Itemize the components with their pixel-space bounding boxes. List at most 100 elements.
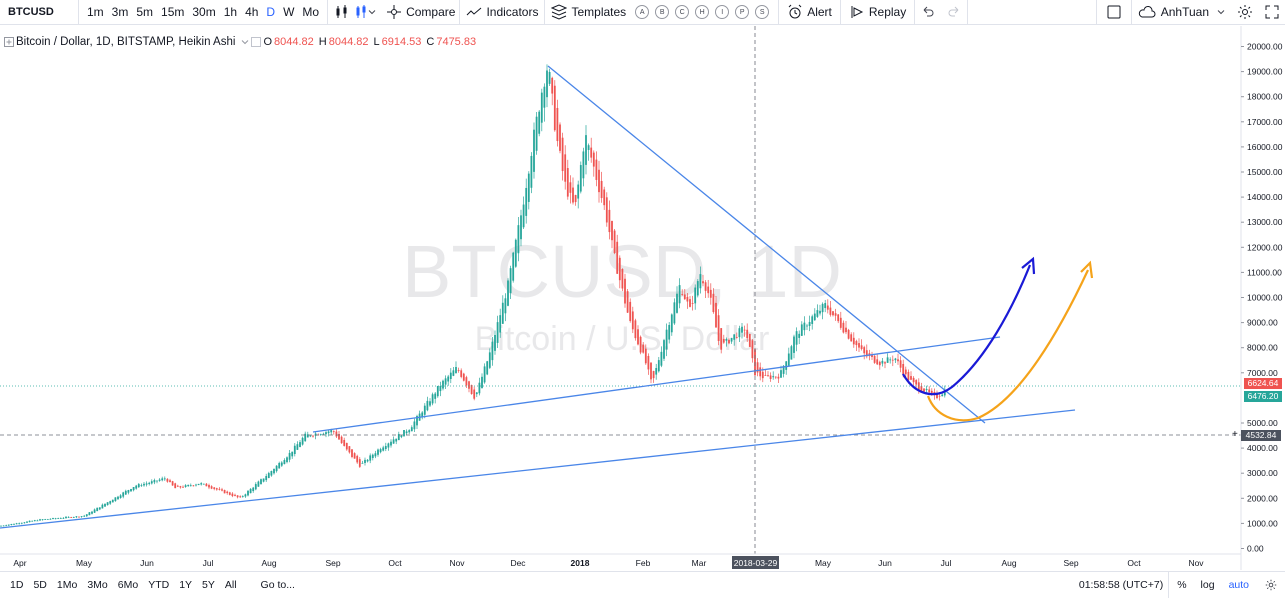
fullscreen-button[interactable]: [1259, 0, 1285, 25]
collapse-icon[interactable]: [4, 37, 14, 47]
time-tick-label: Jul: [203, 558, 214, 568]
candle-body: [624, 278, 626, 304]
alert-button[interactable]: Alert: [779, 0, 840, 25]
indicators-button[interactable]: Indicators: [460, 0, 544, 25]
range-3mo[interactable]: 3Mo: [87, 578, 108, 591]
chart-properties-button[interactable]: [1257, 573, 1285, 597]
candle-body: [585, 135, 587, 165]
range-5y[interactable]: 5Y: [202, 578, 215, 591]
candle-body: [837, 314, 840, 322]
templates-button[interactable]: Templates: [545, 0, 632, 25]
user-menu[interactable]: AnhTuan: [1132, 0, 1231, 25]
time-tick-label: May: [815, 558, 832, 568]
bullish-projection-orange[interactable]: [926, 269, 1089, 422]
crosshair-time-tag: [732, 556, 779, 569]
candle-body: [608, 209, 611, 233]
percent-toggle[interactable]: %: [1177, 578, 1187, 591]
template-a[interactable]: A: [635, 5, 650, 19]
layout-button[interactable]: [1097, 0, 1131, 25]
interval-w[interactable]: W: [283, 5, 295, 19]
range-6mo[interactable]: 6Mo: [117, 578, 139, 591]
auto-toggle[interactable]: auto: [1228, 578, 1249, 591]
series-title[interactable]: Bitcoin / Dollar, 1D, BITSTAMP, Heikin A…: [16, 36, 236, 48]
candle-body: [208, 485, 210, 488]
candle-body: [455, 367, 457, 374]
range-1y[interactable]: 1Y: [179, 578, 193, 591]
candle-body: [925, 388, 928, 391]
candle-body: [291, 451, 294, 457]
candle-body: [101, 504, 104, 509]
chevron-down-icon[interactable]: [241, 38, 249, 46]
interval-3m[interactable]: 3m: [111, 5, 129, 19]
candle-body: [535, 116, 538, 151]
range-1mo[interactable]: 1Mo: [56, 578, 78, 591]
candle-body: [530, 155, 533, 188]
descending-resistance-trendline[interactable]: [547, 65, 986, 424]
redo-button[interactable]: [941, 0, 967, 25]
interval-30m[interactable]: 30m: [192, 5, 216, 19]
candle-body: [618, 257, 621, 281]
interval-d[interactable]: D: [266, 5, 276, 19]
time-axis[interactable]: Apr May Jun Jul Aug Sep Oct Nov Dec 2018 Feb Mar May…: [0, 553, 1241, 569]
candle-body: [426, 400, 429, 411]
interval-5m[interactable]: 5m: [136, 5, 154, 19]
candle-body: [195, 484, 197, 486]
indicators-label: Indicators: [486, 5, 539, 19]
price-axis[interactable]: 20000.00 19000.00 18000.00 17000.00 16000.00…: [1240, 26, 1283, 570]
interval-4h[interactable]: 4h: [245, 5, 259, 19]
interval-1h[interactable]: 1h: [223, 5, 238, 19]
template-c[interactable]: C: [675, 5, 690, 19]
candle-body: [374, 453, 377, 457]
add-alert-icon[interactable]: +: [1232, 429, 1238, 440]
candle-body: [148, 482, 151, 485]
upper-support-trendline[interactable]: [312, 336, 1001, 433]
template-h[interactable]: H: [695, 5, 710, 19]
candle-body: [572, 187, 574, 203]
candle-body: [322, 433, 325, 435]
range-all[interactable]: All: [224, 578, 237, 591]
interval-15m[interactable]: 15m: [161, 5, 185, 19]
candle-body: [709, 289, 712, 298]
eye-icon[interactable]: [251, 37, 262, 47]
candle-body: [566, 168, 569, 197]
lower-support-trendline[interactable]: [0, 409, 1076, 529]
goto-button[interactable]: Go to...: [260, 578, 295, 591]
candle-body: [109, 501, 112, 504]
indicators-icon: [467, 7, 482, 16]
template-s[interactable]: S: [755, 5, 770, 19]
candle-body: [241, 496, 244, 497]
template-i[interactable]: I: [715, 5, 730, 19]
range-5d[interactable]: 5D: [33, 578, 47, 591]
candle-body: [821, 303, 824, 313]
interval-mo[interactable]: Mo: [302, 5, 320, 19]
candle-body: [761, 371, 764, 379]
template-p[interactable]: P: [735, 5, 750, 19]
interval-1m[interactable]: 1m: [87, 5, 104, 19]
bullish-projection-blue[interactable]: [902, 264, 1032, 396]
price-chart[interactable]: BTCUSD, 1D Bitcoin / U.S. Dollar 20000.0…: [0, 26, 1285, 570]
replay-button[interactable]: Replay: [841, 0, 914, 25]
candle-body: [639, 336, 642, 353]
settings-button[interactable]: [1231, 0, 1259, 25]
candle-body: [429, 401, 431, 406]
candle-body: [621, 269, 624, 289]
candle-body: [660, 351, 663, 366]
range-1d[interactable]: 1D: [10, 578, 24, 591]
undo-button[interactable]: [915, 0, 941, 25]
symbol-search[interactable]: BTCUSD: [8, 6, 54, 18]
candle-body: [598, 169, 600, 193]
toolbar-divider: [459, 0, 461, 25]
candle-body: [335, 431, 338, 437]
clock[interactable]: 01:58:58 (UTC+7): [1078, 578, 1164, 591]
candle-body: [111, 499, 114, 503]
log-toggle[interactable]: log: [1200, 578, 1215, 591]
candle-body: [561, 137, 564, 172]
candle-body: [507, 280, 509, 306]
range-ytd[interactable]: YTD: [148, 578, 170, 591]
chart-style-button[interactable]: [328, 0, 382, 25]
candle-body: [70, 517, 73, 518]
template-b[interactable]: B: [655, 5, 670, 19]
compare-button[interactable]: Compare: [382, 0, 459, 25]
candle-body: [743, 329, 746, 331]
time-tick-label: Nov: [1188, 558, 1204, 568]
